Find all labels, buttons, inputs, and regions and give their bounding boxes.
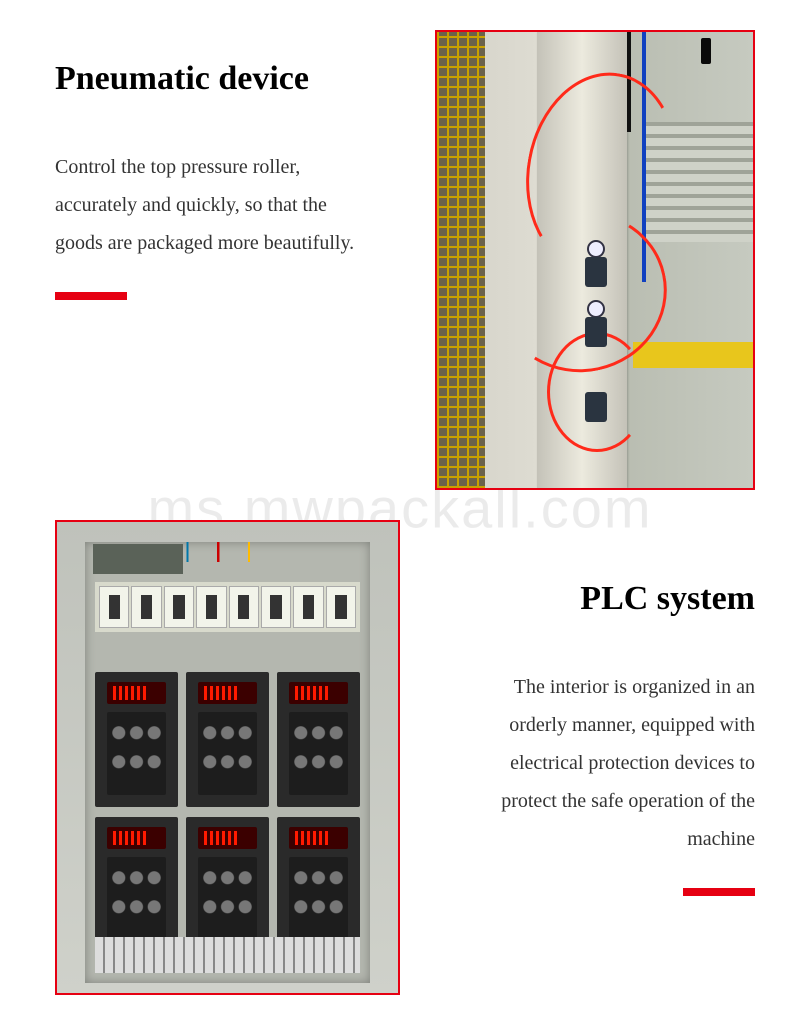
- plc-title: PLC system: [455, 580, 755, 618]
- plc-description: The interior is organized in an orderly …: [455, 668, 755, 858]
- breaker-rail: [95, 582, 360, 632]
- plc-image: [55, 520, 400, 995]
- circuit-breaker: [326, 586, 356, 628]
- pneumatic-image-frame: [435, 30, 755, 490]
- cabinet-interior: [85, 542, 370, 983]
- pressure-gauge: [587, 300, 605, 318]
- bolt-icon: [701, 38, 711, 64]
- accent-bar: [683, 888, 755, 896]
- plc-text-block: PLC system The interior is organized in …: [455, 580, 755, 896]
- pneumatic-text-block: Pneumatic device Control the top pressur…: [55, 60, 375, 300]
- pneumatic-description: Control the top pressure roller, accurat…: [55, 148, 375, 262]
- circuit-breaker: [164, 586, 194, 628]
- circuit-breaker: [229, 586, 259, 628]
- terminal-block: [95, 937, 360, 973]
- pressure-gauge: [587, 240, 605, 258]
- frequency-drive: [277, 817, 360, 952]
- circuit-breaker: [99, 586, 129, 628]
- pneumatic-title: Pneumatic device: [55, 60, 375, 98]
- yellow-beam: [633, 342, 753, 368]
- plc-scene: [57, 522, 398, 993]
- pressure-regulator: [585, 257, 607, 287]
- pneumatic-scene: [437, 32, 753, 488]
- accent-bar: [55, 292, 127, 300]
- frequency-drive: [95, 817, 178, 952]
- safety-mesh: [437, 32, 485, 488]
- pressure-regulator: [585, 317, 607, 347]
- plc-image-frame: [55, 520, 400, 995]
- circuit-breaker: [261, 586, 291, 628]
- vfd-row: [95, 672, 360, 807]
- frequency-drive: [186, 672, 269, 807]
- vfd-row: [95, 817, 360, 952]
- circuit-breaker: [196, 586, 226, 628]
- filter-regulator: [585, 392, 607, 422]
- circuit-breaker: [293, 586, 323, 628]
- frequency-drive: [95, 672, 178, 807]
- pneumatic-image: [435, 30, 755, 490]
- circuit-breaker: [131, 586, 161, 628]
- frequency-drive: [186, 817, 269, 952]
- frequency-drive: [277, 672, 360, 807]
- wiring: [125, 542, 330, 562]
